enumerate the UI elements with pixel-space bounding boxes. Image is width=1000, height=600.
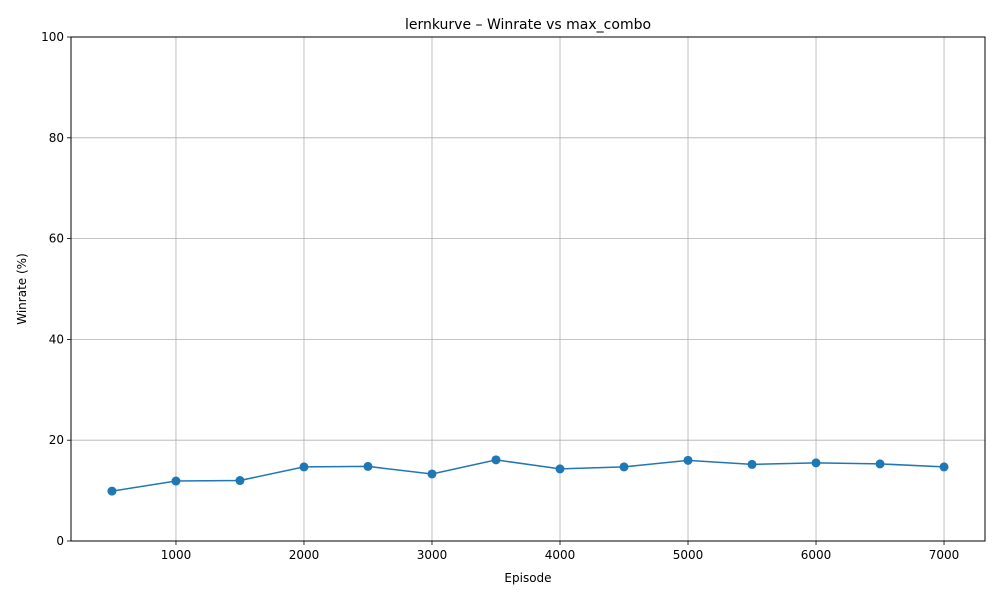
data-point (555, 464, 565, 474)
y-axis-label: Winrate (%) (15, 253, 29, 325)
x-tick-label: 5000 (673, 548, 704, 562)
data-point (811, 458, 821, 468)
y-tick-label: 40 (49, 332, 64, 346)
data-point (491, 455, 501, 465)
y-tick-label: 80 (49, 131, 64, 145)
series-layer (107, 455, 949, 496)
data-point (619, 462, 629, 472)
data-point (683, 455, 693, 465)
x-tick-label: 3000 (417, 548, 448, 562)
chart-title: lernkurve – Winrate vs max_combo (405, 17, 651, 33)
x-tick-label: 6000 (801, 548, 832, 562)
ticks: 1000 2000 3000 4000 5000 6000 7000 0 20 40 60 80 100 (41, 30, 959, 562)
x-tick-label: 1000 (161, 548, 192, 562)
data-point (107, 486, 117, 496)
x-tick-label: 4000 (545, 548, 576, 562)
y-tick-label: 20 (49, 433, 64, 447)
data-point (299, 462, 309, 472)
series-line (111, 459, 945, 492)
data-point (171, 476, 181, 486)
data-point (427, 469, 437, 479)
data-point (747, 459, 757, 469)
data-point (875, 459, 885, 469)
y-tick-label: 100 (41, 30, 64, 44)
x-axis-label: Episode (504, 571, 551, 585)
plot-frame (70, 36, 986, 542)
data-point (235, 476, 245, 486)
y-tick-label: 0 (56, 534, 64, 548)
x-tick-label: 7000 (929, 548, 960, 562)
x-tick-label: 2000 (289, 548, 320, 562)
y-tick-label: 60 (49, 232, 64, 246)
data-point (363, 461, 373, 471)
data-point (939, 462, 949, 472)
